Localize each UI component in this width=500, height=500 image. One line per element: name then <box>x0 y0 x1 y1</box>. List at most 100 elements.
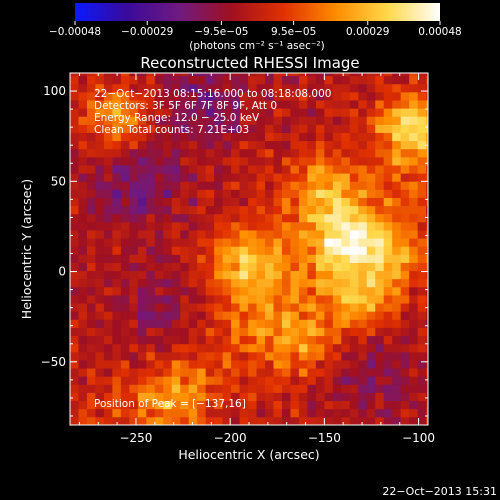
heatmap-cell <box>281 335 291 345</box>
heatmap-cell <box>281 351 291 361</box>
heatmap-cell <box>426 91 428 101</box>
heatmap-cell <box>248 230 257 239</box>
heatmap-cell <box>366 156 376 166</box>
heatmap-cell <box>307 254 317 263</box>
heatmap-cell <box>120 319 130 328</box>
heatmap-cell <box>324 173 334 182</box>
heatmap-cell <box>120 286 130 296</box>
heatmap-cell <box>324 343 334 353</box>
heatmap-cell <box>197 327 207 337</box>
heatmap-cell <box>332 368 342 377</box>
heatmap-cell <box>146 124 156 133</box>
heatmap-cell <box>112 351 122 361</box>
heatmap-cell <box>112 205 122 215</box>
heatmap-cell <box>375 132 385 142</box>
heatmap-cell <box>265 230 274 239</box>
heatmap-cell <box>417 132 427 142</box>
heatmap-cell <box>400 75 410 85</box>
heatmap-cell <box>171 286 181 296</box>
heatmap-cell <box>281 189 291 198</box>
heatmap-cell <box>426 408 428 418</box>
heatmap-cell <box>341 238 351 247</box>
heatmap-cell <box>375 156 385 166</box>
heatmap-cell <box>256 246 266 255</box>
heatmap-cell <box>78 295 88 304</box>
heatmap-cell <box>205 270 215 280</box>
heatmap-cell <box>95 408 105 418</box>
heatmap-cell <box>273 335 283 345</box>
heatmap-cell <box>417 83 427 93</box>
heatmap-cell <box>214 286 224 296</box>
heatmap-cell <box>298 91 308 101</box>
heatmap-cell <box>409 230 419 239</box>
heatmap-cell <box>426 189 428 198</box>
heatmap-cell <box>332 221 342 231</box>
heatmap-cell <box>290 278 300 288</box>
heatmap-cell <box>137 189 147 198</box>
chart-title: Reconstructed RHESSI Image <box>140 54 359 72</box>
heatmap-cell <box>188 230 198 239</box>
heatmap-cell <box>290 311 300 320</box>
heatmap-cell <box>180 165 190 174</box>
heatmap-cell <box>409 181 419 190</box>
heatmap-cell <box>95 100 105 109</box>
heatmap-cell <box>332 197 342 207</box>
heatmap-cell <box>341 83 351 93</box>
heatmap-cell <box>324 205 334 215</box>
heatmap-cell <box>214 262 224 272</box>
heatmap-cell <box>95 343 105 353</box>
heatmap-cell <box>409 75 419 85</box>
heatmap-cell <box>426 165 428 174</box>
heatmap-cell <box>95 254 105 263</box>
heatmap-cell <box>205 408 215 418</box>
heatmap-cell <box>188 124 198 133</box>
heatmap-cell <box>341 384 351 393</box>
heatmap-cell <box>256 303 266 312</box>
heatmap-cell <box>239 221 249 231</box>
heatmap-cell <box>137 140 147 150</box>
heatmap-cell <box>298 400 308 410</box>
heatmap-cell <box>154 91 164 101</box>
heatmap-cell <box>265 173 274 182</box>
heatmap-cell <box>146 295 156 304</box>
heatmap-cell <box>349 124 359 133</box>
heatmap-cell <box>298 140 308 150</box>
heatmap-cell <box>239 392 249 402</box>
heatmap-cell <box>239 156 249 166</box>
heatmap-cell <box>154 262 164 272</box>
heatmap-cell <box>188 360 198 369</box>
heatmap-cell <box>383 73 393 77</box>
heatmap-cell <box>392 368 402 377</box>
heatmap-cell <box>231 75 240 85</box>
heatmap-cell <box>392 75 402 85</box>
heatmap-cell <box>154 73 164 77</box>
heatmap-cell <box>222 75 232 85</box>
heatmap-cell <box>214 124 224 133</box>
heatmap-cell <box>163 384 173 393</box>
heatmap-cell <box>222 189 232 198</box>
heatmap-cell <box>129 173 139 182</box>
heatmap-cell <box>256 416 266 425</box>
heatmap-cell <box>188 335 198 345</box>
heatmap-cell <box>180 343 190 353</box>
heatmap-cell <box>273 368 283 377</box>
heatmap-cell <box>341 116 351 125</box>
heatmap-cell <box>231 197 240 207</box>
heatmap-cell <box>163 83 173 93</box>
heatmap-cell <box>426 75 428 85</box>
heatmap-cell <box>112 311 122 320</box>
heatmap-cell <box>409 311 419 320</box>
heatmap-cell <box>205 148 215 158</box>
heatmap-cell <box>163 295 173 304</box>
heatmap-cell <box>324 91 334 101</box>
heatmap-cell <box>112 400 122 410</box>
heatmap-cell <box>112 197 122 207</box>
heatmap-cell <box>417 75 427 85</box>
heatmap-cell <box>349 376 359 385</box>
heatmap-cell <box>400 295 410 304</box>
heatmap-cell <box>290 368 300 377</box>
heatmap-cell <box>231 230 240 239</box>
heatmap-cell <box>231 189 240 198</box>
heatmap-cell <box>137 319 147 328</box>
heatmap-cell <box>70 408 79 418</box>
